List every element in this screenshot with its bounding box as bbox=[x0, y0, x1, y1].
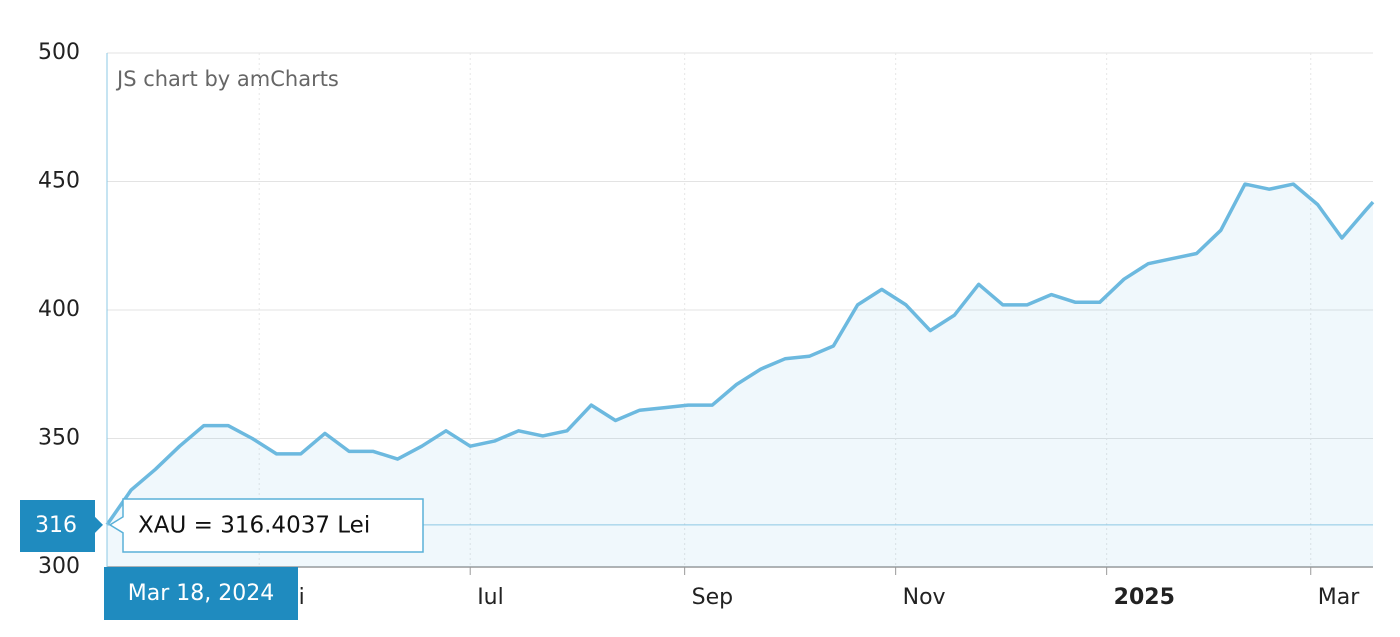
tooltip-text: XAU = 316.4037 Lei bbox=[138, 513, 370, 539]
line bbox=[105, 182, 1375, 526]
y-cursor-label-box bbox=[20, 500, 103, 552]
x-tick-label: Sep bbox=[692, 585, 733, 610]
y-tick-label: 350 bbox=[38, 426, 80, 451]
credit: JS chart by amCharts bbox=[115, 67, 339, 91]
y-tick-label: 500 bbox=[38, 40, 80, 65]
x-tick-label: Iul bbox=[477, 585, 504, 610]
tooltip-box bbox=[108, 498, 424, 553]
x-cursor-label: Mar 18, 2024 bbox=[128, 581, 274, 606]
y-tick-label: 300 bbox=[38, 554, 80, 579]
x-cursor-label-box bbox=[104, 567, 298, 620]
y-tick-label: 450 bbox=[38, 169, 80, 194]
x-tick-label: Nov bbox=[903, 585, 946, 610]
area-fill bbox=[107, 184, 1373, 567]
y-cursor-label: 316 bbox=[35, 513, 77, 538]
x-tick-label: Mar bbox=[1318, 585, 1360, 610]
y-tick-label: 400 bbox=[38, 297, 80, 322]
x-tick-label: 2025 bbox=[1114, 585, 1175, 610]
